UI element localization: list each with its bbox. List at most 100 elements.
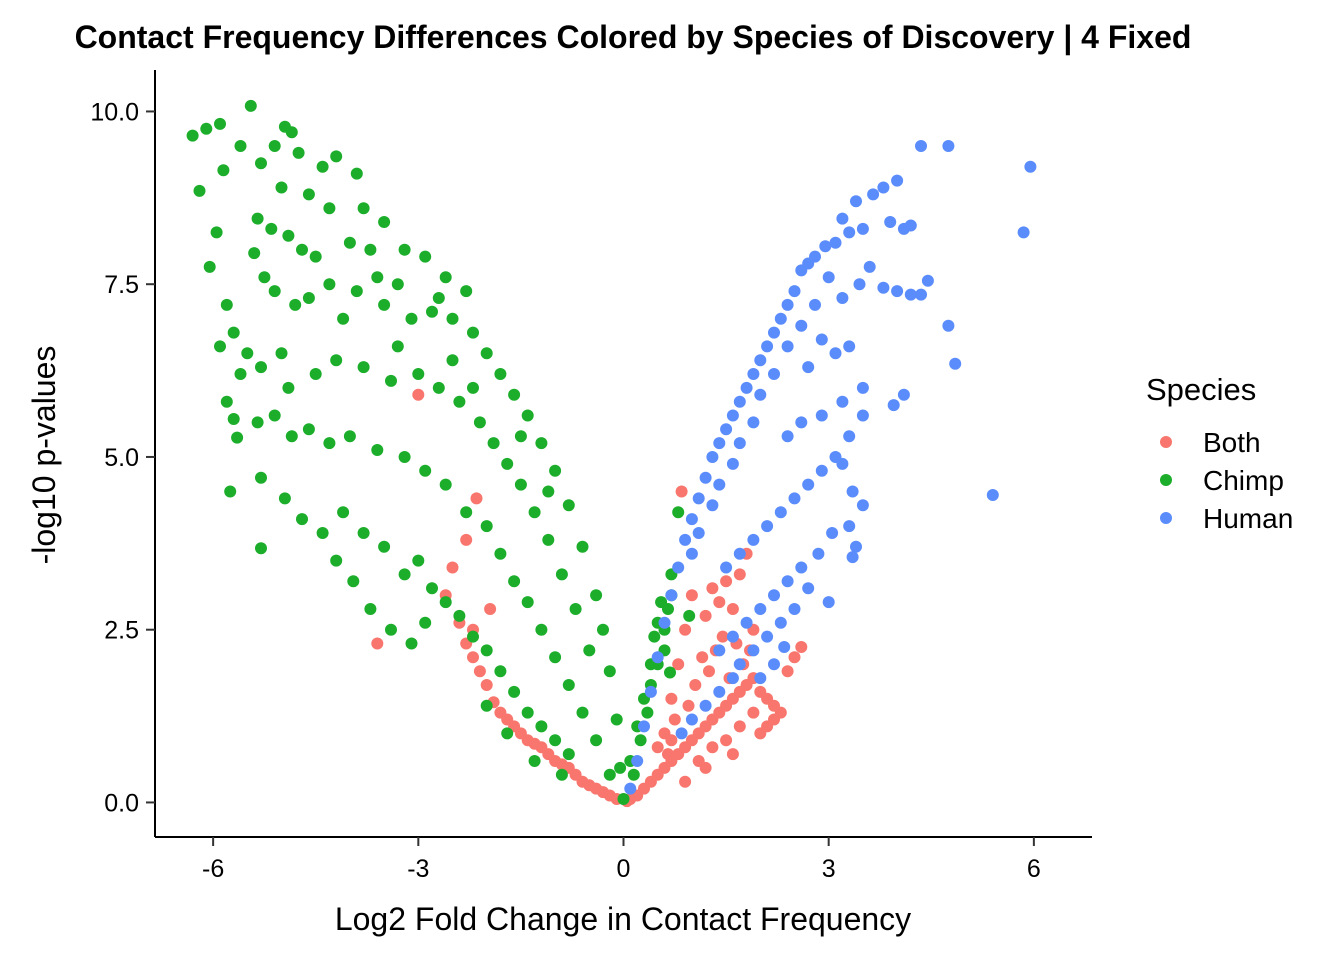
data-point-human-113 bbox=[685, 547, 698, 560]
data-point-human-48 bbox=[651, 651, 664, 664]
data-point-chimp-62 bbox=[234, 368, 247, 380]
data-point-both-94 bbox=[699, 761, 712, 774]
plot-area: -6 -3 0 3 6 0.0 2.5 5.0 7.5 10.0 bbox=[90, 70, 1092, 883]
data-point-chimp-35 bbox=[289, 298, 302, 311]
data-point-human-70 bbox=[802, 478, 815, 491]
data-point-human-89 bbox=[726, 630, 739, 643]
data-point-chimp-124 bbox=[521, 706, 534, 719]
data-point-human-2 bbox=[1024, 160, 1037, 173]
data-point-chimp-106 bbox=[224, 485, 237, 498]
data-point-chimp-128 bbox=[330, 554, 343, 567]
data-point-both-57 bbox=[699, 609, 712, 622]
data-point-human-97 bbox=[761, 630, 774, 643]
data-point-human-6 bbox=[850, 195, 862, 208]
data-point-chimp-160 bbox=[683, 609, 696, 622]
data-point-chimp-74 bbox=[487, 437, 500, 450]
data-point-chimp-121 bbox=[480, 644, 493, 657]
data-point-human-5 bbox=[867, 188, 880, 201]
data-point-human-1 bbox=[942, 140, 955, 152]
data-point-chimp-85 bbox=[251, 416, 264, 429]
data-point-chimp-50 bbox=[562, 499, 575, 512]
data-point-human-112 bbox=[706, 499, 719, 512]
data-point-both-93 bbox=[679, 775, 692, 788]
data-point-human-84 bbox=[795, 561, 808, 574]
data-point-chimp-36 bbox=[302, 292, 315, 304]
data-point-chimp-100 bbox=[535, 623, 548, 636]
data-point-human-105 bbox=[699, 699, 712, 712]
data-point-chimp-13 bbox=[217, 164, 230, 177]
data-point-chimp-70 bbox=[412, 368, 425, 380]
data-point-chimp-17 bbox=[323, 202, 336, 215]
data-point-both-47 bbox=[781, 665, 794, 678]
y-tick-label: 5.0 bbox=[104, 444, 139, 472]
data-point-chimp-14 bbox=[193, 184, 206, 197]
data-point-both-89 bbox=[460, 533, 473, 546]
data-point-chimp-43 bbox=[467, 326, 479, 339]
x-tick-label: 3 bbox=[822, 855, 836, 883]
data-point-both-91 bbox=[484, 603, 497, 615]
data-point-human-19 bbox=[863, 260, 876, 273]
data-point-chimp-129 bbox=[347, 575, 360, 588]
data-point-human-74 bbox=[747, 533, 760, 546]
data-point-human-87 bbox=[754, 603, 767, 615]
data-point-human-85 bbox=[781, 575, 794, 588]
data-point-both-49 bbox=[788, 651, 801, 664]
data-point-human-50 bbox=[638, 720, 650, 733]
data-point-human-4 bbox=[877, 181, 890, 194]
data-point-human-32 bbox=[761, 340, 774, 353]
data-point-chimp-6 bbox=[285, 126, 298, 139]
chart-title: Contact Frequency Differences Colored by… bbox=[75, 19, 1192, 55]
data-point-human-102 bbox=[754, 672, 767, 685]
data-point-human-22 bbox=[904, 288, 917, 301]
data-point-human-15 bbox=[1017, 226, 1030, 239]
data-point-human-67 bbox=[843, 430, 856, 443]
data-point-human-26 bbox=[853, 278, 866, 291]
data-point-chimp-77 bbox=[528, 506, 541, 519]
legend-items: Both Chimp Human bbox=[1160, 427, 1293, 534]
data-point-chimp-53 bbox=[597, 623, 609, 636]
data-point-chimp-41 bbox=[426, 305, 438, 318]
data-point-human-111 bbox=[726, 457, 739, 470]
data-point-chimp-76 bbox=[514, 478, 527, 491]
data-point-chimp-103 bbox=[576, 706, 589, 719]
data-point-chimp-104 bbox=[590, 734, 603, 747]
x-tick-label: 6 bbox=[1027, 855, 1041, 883]
data-point-chimp-130 bbox=[364, 603, 377, 615]
data-point-chimp-56 bbox=[614, 761, 627, 774]
legend-key-chimp bbox=[1160, 474, 1172, 486]
data-point-human-76 bbox=[720, 561, 733, 574]
data-point-human-90 bbox=[713, 644, 726, 657]
data-point-chimp-34 bbox=[268, 285, 281, 298]
data-point-chimp-126 bbox=[549, 734, 562, 747]
data-point-human-3 bbox=[891, 174, 904, 187]
data-point-chimp-163 bbox=[634, 734, 647, 747]
data-point-chimp-162 bbox=[641, 706, 654, 719]
data-point-chimp-156 bbox=[662, 603, 674, 615]
data-point-both-72 bbox=[716, 630, 729, 643]
data-point-chimp-31 bbox=[203, 260, 216, 273]
data-point-human-58 bbox=[802, 361, 815, 374]
data-point-human-99 bbox=[733, 658, 746, 671]
data-point-human-49 bbox=[644, 685, 657, 698]
y-tick-label: 0.0 bbox=[104, 789, 139, 817]
data-point-both-36 bbox=[494, 706, 507, 719]
data-point-human-44 bbox=[679, 533, 692, 546]
data-point-chimp-134 bbox=[480, 699, 493, 712]
data-point-chimp-44 bbox=[480, 347, 493, 360]
data-point-both-62 bbox=[733, 568, 746, 581]
data-point-chimp-57 bbox=[617, 793, 630, 805]
data-point-chimp-152 bbox=[648, 630, 661, 643]
data-point-chimp-135 bbox=[501, 727, 514, 740]
data-point-both-55 bbox=[685, 589, 698, 602]
data-point-human-69 bbox=[815, 464, 828, 477]
data-point-chimp-122 bbox=[494, 665, 507, 678]
data-point-human-59 bbox=[856, 381, 869, 394]
data-point-both-86 bbox=[371, 637, 384, 650]
data-point-human-118 bbox=[713, 478, 726, 491]
data-point-chimp-45 bbox=[494, 368, 507, 380]
data-point-human-91 bbox=[846, 551, 859, 564]
data-point-chimp-143 bbox=[391, 340, 404, 353]
data-point-human-75 bbox=[733, 547, 746, 560]
data-point-chimp-84 bbox=[231, 431, 244, 444]
data-point-chimp-94 bbox=[439, 478, 452, 491]
